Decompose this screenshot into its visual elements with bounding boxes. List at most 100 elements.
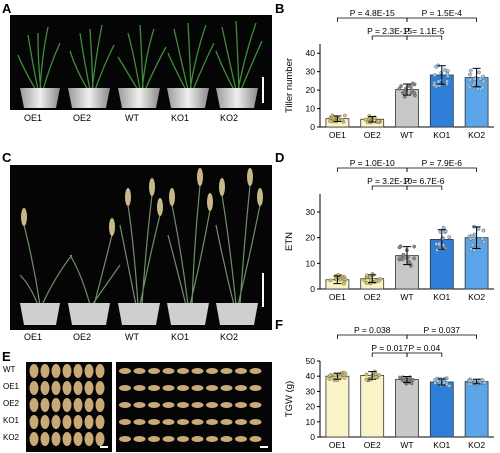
x-tick-label-wt: WT [400, 130, 413, 140]
data-point [341, 281, 346, 286]
seed [51, 364, 61, 378]
data-point [408, 84, 413, 89]
x-tick-label-oe2: OE2 [364, 440, 381, 450]
seed [206, 436, 218, 442]
y-tick-label: 40 [306, 371, 316, 381]
bar-ko1 [429, 381, 454, 438]
p-value-label: P = 1.0E-10 [350, 158, 395, 168]
seed [235, 385, 247, 391]
data-point [328, 278, 333, 283]
panel-label-f: F [275, 317, 283, 332]
p-value-label: P = 0.038 [354, 325, 391, 335]
data-point [328, 373, 333, 378]
seed [51, 398, 61, 412]
seed [191, 402, 204, 408]
seed [235, 436, 247, 442]
seed [73, 398, 83, 412]
chart-tiller-number: 0 10 20 30 40 Tiller number OE1 OE2 WT KO1 KO2 P = … [284, 8, 494, 140]
seed [40, 398, 50, 412]
scale-bar-e2 [260, 446, 268, 448]
data-point [397, 245, 402, 250]
seed [40, 364, 50, 378]
data-point [376, 278, 381, 283]
seed [51, 381, 61, 395]
seed [249, 385, 262, 391]
y-tick-label: 30 [306, 386, 316, 396]
data-point [468, 378, 473, 383]
seed [40, 415, 50, 429]
seed [148, 436, 160, 442]
label-c-wt: WT [125, 332, 139, 342]
seed [62, 398, 72, 412]
data-point [343, 113, 347, 118]
data-point [467, 85, 472, 90]
data-point [472, 77, 477, 81]
label-a-ko1: KO1 [170, 113, 189, 123]
seed-row-label-ko2: KO2 [3, 433, 20, 442]
data-point [364, 372, 369, 377]
seeds-width-illustration [29, 364, 108, 448]
seed-row-label-oe2: OE2 [3, 399, 20, 408]
data-point [470, 233, 474, 238]
seeds-length-illustration [119, 368, 268, 448]
data-point [467, 382, 471, 387]
data-point [376, 119, 381, 124]
y-tick-label: 0 [310, 432, 315, 442]
data-point [468, 247, 473, 252]
data-point [476, 70, 481, 75]
data-point [412, 256, 417, 261]
seed [29, 381, 39, 395]
data-point [481, 74, 486, 79]
data-point [397, 256, 402, 261]
significance-bracket [406, 334, 477, 339]
data-point [476, 226, 481, 231]
bar-wt [395, 379, 419, 438]
data-point [333, 373, 338, 378]
mature-plants-illustration [19, 168, 264, 325]
data-point [342, 375, 347, 380]
data-point [436, 79, 441, 84]
data-point [362, 278, 367, 283]
seed [84, 432, 94, 446]
seed [95, 381, 105, 395]
data-point [472, 248, 477, 253]
label-a-oe1: OE1 [23, 113, 42, 123]
data-point [482, 380, 487, 385]
seed [148, 419, 160, 425]
panel-label-e: E [2, 349, 11, 364]
seed-row-label-oe1: OE1 [3, 382, 20, 391]
x-tick-label-ko2: KO2 [468, 440, 485, 450]
seed [84, 398, 94, 412]
scale-bar-c [262, 273, 264, 307]
seed [133, 402, 146, 408]
seed [29, 432, 39, 446]
seed [162, 368, 175, 374]
data-point [401, 252, 406, 257]
significance-bracket [337, 167, 408, 172]
data-point [441, 381, 446, 386]
seed [119, 436, 131, 442]
data-point [468, 68, 473, 73]
label-a-wt: WT [125, 113, 139, 123]
seed [220, 385, 233, 391]
data-point [374, 374, 378, 379]
p-value-label: P = 1.1E-5 [404, 26, 445, 36]
photo-seeds-width [26, 362, 112, 452]
seed [162, 385, 175, 391]
label-c-ko2: KO2 [219, 332, 238, 342]
spikes-c [21, 168, 263, 236]
seed [177, 385, 189, 391]
panel-label-c: C [2, 150, 12, 165]
data-point [434, 64, 439, 69]
x-tick-label-oe1: OE1 [329, 292, 346, 302]
data-point [470, 242, 475, 247]
y-axis-label: ETN [284, 232, 295, 251]
seed [249, 436, 262, 442]
bar-oe2 [360, 375, 385, 438]
significance-bracket [337, 334, 408, 339]
seed [191, 419, 204, 425]
seed [206, 402, 218, 408]
seed [249, 368, 262, 374]
seed [148, 368, 160, 374]
seed [62, 415, 72, 429]
